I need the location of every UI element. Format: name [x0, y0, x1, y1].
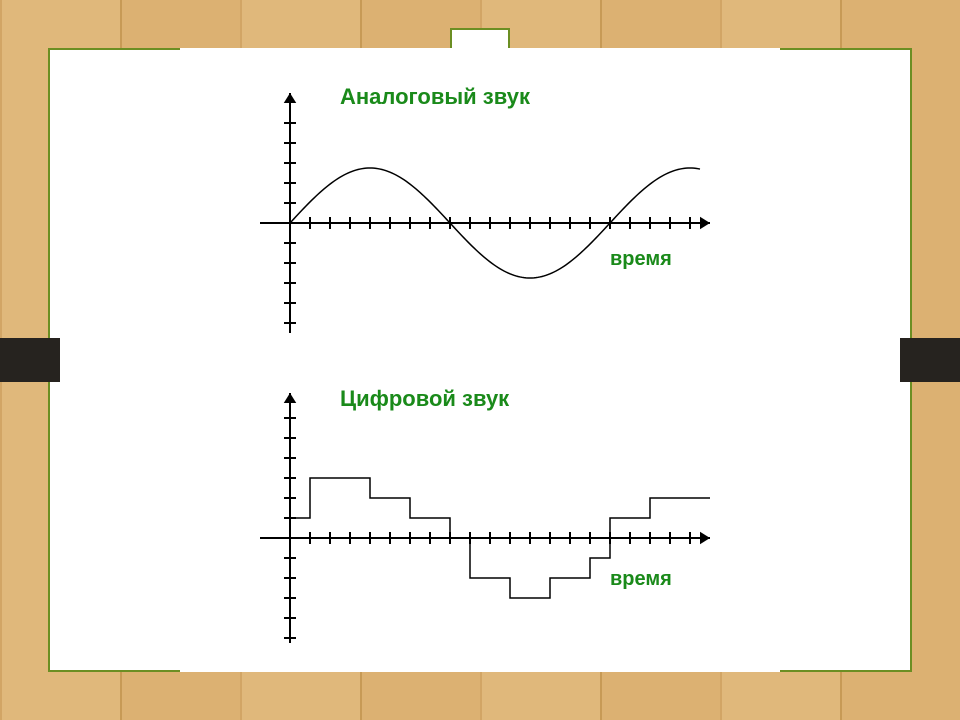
top-tab-decoration	[450, 28, 510, 50]
left-notch-decoration	[0, 338, 60, 382]
figure-panel: Аналоговый звук время Цифровой звук врем…	[180, 48, 780, 672]
right-notch-decoration	[900, 338, 960, 382]
digital-sound-chart	[220, 378, 740, 648]
analog-sound-chart	[220, 78, 740, 338]
